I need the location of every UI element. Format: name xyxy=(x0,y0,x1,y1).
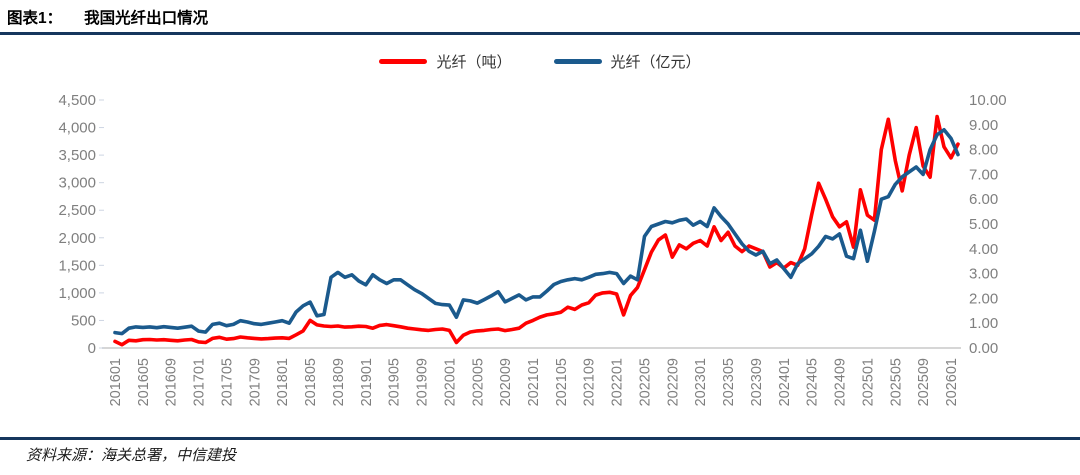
legend-swatch-icon xyxy=(553,58,602,64)
y-left-tick-label: 500 xyxy=(71,312,96,329)
source-note: 资料来源：海关总署，中信建投 xyxy=(26,446,237,464)
x-axis-tick-label: 202005 xyxy=(470,358,486,406)
x-axis-tick-label: 201905 xyxy=(387,358,403,406)
x-axis-tick-label: 202201 xyxy=(610,358,626,406)
series-line-yuan xyxy=(113,127,960,336)
legend-item: 光纤（亿元） xyxy=(553,51,701,72)
figure-title: 我国光纤出口情况 xyxy=(84,10,209,27)
x-axis-tick-label: 202205 xyxy=(637,358,653,406)
y-right-tick-label: 3.00 xyxy=(969,266,998,283)
x-axis-tick-label: 201709 xyxy=(247,358,263,406)
x-axis-tick-label: 202401 xyxy=(777,358,793,406)
y-left-tick-label: 2,000 xyxy=(58,230,96,247)
figure-label: 图表1： xyxy=(7,10,63,27)
legend-swatch-icon xyxy=(379,58,428,64)
figure-header: 图表1： 我国光纤出口情况 xyxy=(7,6,208,28)
x-axis-tick-label: 202509 xyxy=(916,358,932,406)
x-axis-tick-label: 202001 xyxy=(442,358,458,406)
y-left-tick-label: 4,000 xyxy=(58,120,96,137)
x-axis-tick-label: 202109 xyxy=(582,358,598,406)
line-chart: 0 500 1,000 1,500 2,000 2,500 3,000 3,500 4,000 4… xyxy=(58,92,1007,406)
x-axis-tick-label: 201909 xyxy=(415,358,431,406)
y-right-tick-label: 4.00 xyxy=(969,241,998,258)
x-axis-tick-label: 202501 xyxy=(860,358,876,406)
y-right-tick-label: 9.00 xyxy=(969,117,998,134)
y-left-tick-label: 3,000 xyxy=(58,175,96,192)
y-right-tick-label: 7.00 xyxy=(969,166,998,183)
y-left-tick-label: 3,500 xyxy=(58,147,96,164)
x-axis-tick-label: 201601 xyxy=(108,358,124,406)
legend-label: 光纤（吨） xyxy=(436,53,512,71)
x-axis-tick-label: 202405 xyxy=(805,358,821,406)
x-axis-tick-label: 202505 xyxy=(888,358,904,406)
x-axis-tick-label: 202301 xyxy=(693,358,709,406)
x-axis-tick-label: 201701 xyxy=(192,358,208,406)
x-axis-tick-label: 202105 xyxy=(554,358,570,406)
y-right-tick-label: 1.00 xyxy=(969,315,998,332)
x-axis-tick-label: 202309 xyxy=(749,358,765,406)
x-axis-tick-label: 201805 xyxy=(303,358,319,406)
y-right-tick-label: 5.00 xyxy=(969,216,998,233)
y-left-tick-label: 0 xyxy=(88,340,96,357)
x-axis-tick-label: 202009 xyxy=(498,358,514,406)
series-line-tons xyxy=(113,114,960,347)
legend-item: 光纤（吨） xyxy=(379,51,512,72)
x-axis-tick-label: 202101 xyxy=(526,358,542,406)
x-axis-tick-label: 202601 xyxy=(944,358,960,406)
x-axis-tick-label: 202305 xyxy=(721,358,737,406)
x-axis-tick-label: 201609 xyxy=(164,358,180,406)
x-axis-tick-label: 201705 xyxy=(219,358,235,406)
y-left-tick-label: 1,500 xyxy=(58,257,96,274)
x-axis-tick-label: 201901 xyxy=(359,358,375,406)
chart-legend: 光纤（吨） 光纤（亿元） xyxy=(0,48,1080,74)
y-right-tick-label: 10.00 xyxy=(969,92,1007,109)
y-left-tick-label: 1,000 xyxy=(58,285,96,302)
x-axis-tick-label: 202209 xyxy=(665,358,681,406)
y-left-tick-label: 4,500 xyxy=(58,92,96,109)
title-divider xyxy=(0,32,1080,35)
y-right-tick-label: 0.00 xyxy=(969,340,998,357)
y-right-tick-label: 6.00 xyxy=(969,191,998,208)
x-axis-tick-label: 201809 xyxy=(331,358,347,406)
y-right-tick-label: 8.00 xyxy=(969,142,998,159)
legend-label: 光纤（亿元） xyxy=(610,53,701,71)
y-right-tick-label: 2.00 xyxy=(969,290,998,307)
x-axis-tick-label: 201801 xyxy=(275,358,291,406)
x-axis-tick-label: 201605 xyxy=(136,358,152,406)
y-left-tick-label: 2,500 xyxy=(58,202,96,219)
x-axis-tick-label: 202409 xyxy=(833,358,849,406)
footer-divider xyxy=(0,437,1080,440)
